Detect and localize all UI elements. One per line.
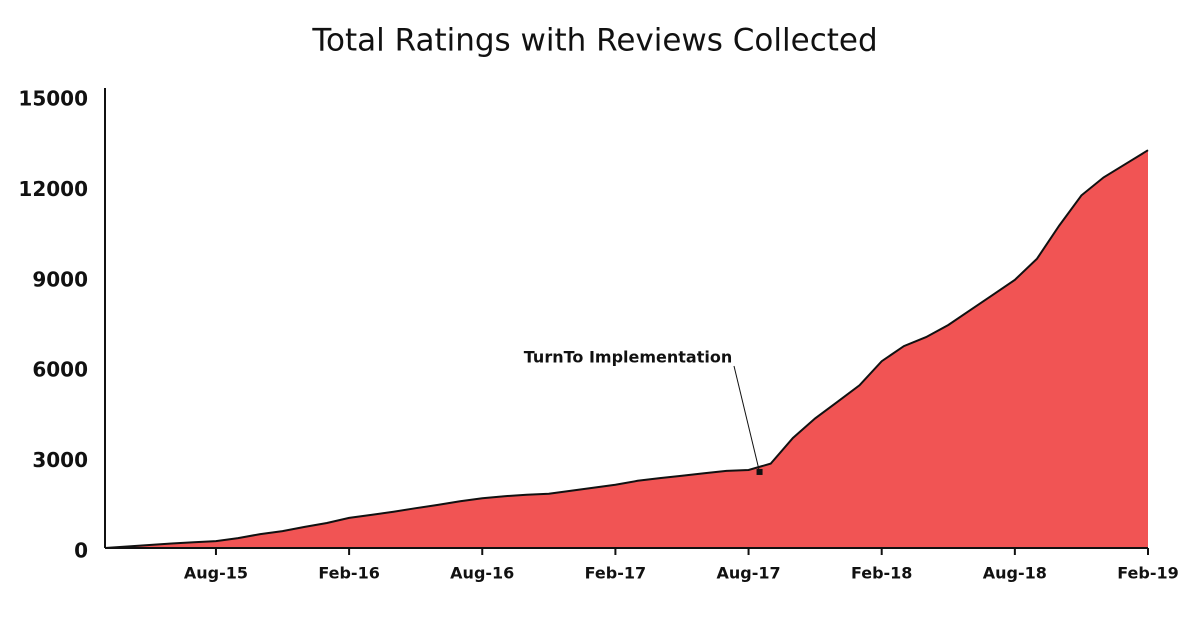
y-tick-label: 6000 xyxy=(32,358,88,382)
x-tick-label: Aug-16 xyxy=(450,564,514,583)
x-tick-label: Feb-17 xyxy=(585,564,647,583)
y-tick-label: 15000 xyxy=(18,87,88,111)
x-tick-label: Feb-19 xyxy=(1117,564,1179,583)
line xyxy=(104,149,1149,549)
annotation-leader xyxy=(733,365,761,473)
x-tick-label: Aug-17 xyxy=(716,564,780,583)
annotation: TurnTo Implementation xyxy=(524,348,732,367)
y-tick-label: 3000 xyxy=(32,448,88,472)
annotation-marker xyxy=(756,468,763,475)
y-tick-label: 0 xyxy=(74,539,88,563)
x-tick-label: Aug-18 xyxy=(983,564,1047,583)
y-tick-label: 12000 xyxy=(18,177,88,201)
x-tick-label: Aug-15 xyxy=(184,564,248,583)
area xyxy=(105,150,1148,548)
x-tick-label: Feb-16 xyxy=(318,564,380,583)
chart-title: Total Ratings with Reviews Collected xyxy=(311,23,877,59)
y-tick-label: 9000 xyxy=(32,267,88,291)
x-tick-label: Feb-18 xyxy=(851,564,913,583)
